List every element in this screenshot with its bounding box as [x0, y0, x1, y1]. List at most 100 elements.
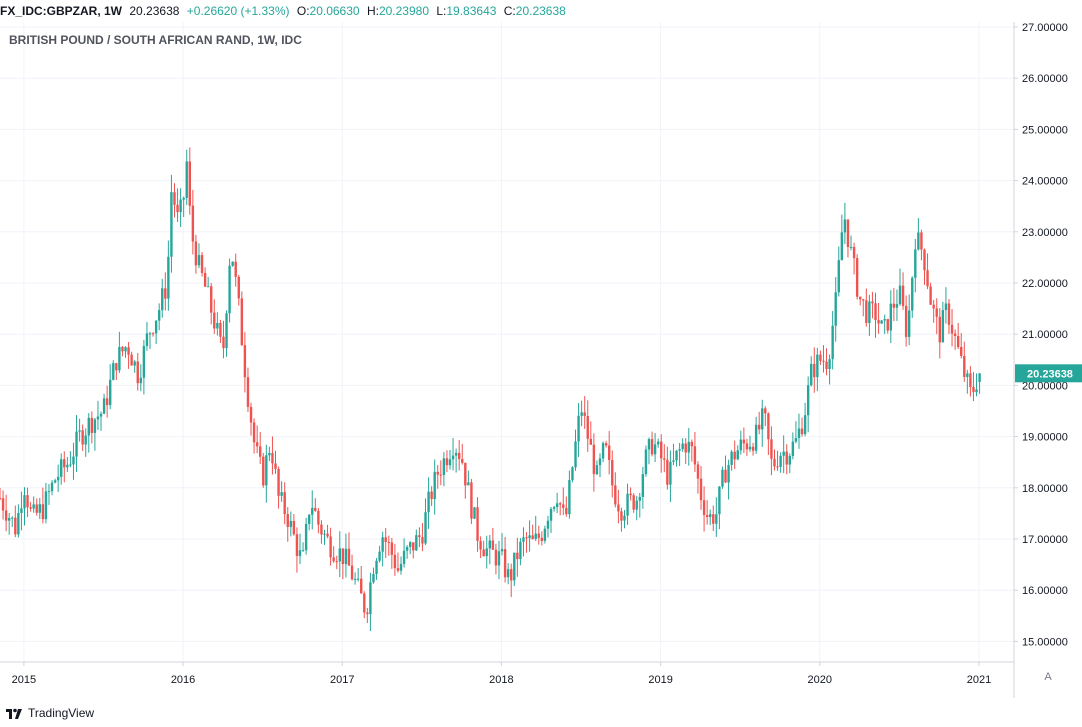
candle-body[interactable] [519, 541, 522, 560]
candles[interactable] [0, 147, 981, 632]
candle-body[interactable] [623, 515, 626, 521]
candle-body[interactable] [761, 408, 764, 430]
candle-body[interactable] [124, 347, 127, 352]
candle-body[interactable] [109, 379, 112, 406]
candle-body[interactable] [733, 451, 736, 460]
candle-body[interactable] [877, 320, 880, 324]
candle-body[interactable] [865, 300, 868, 323]
candle-body[interactable] [363, 593, 366, 613]
candle-body[interactable] [210, 286, 213, 313]
candle-body[interactable] [917, 232, 920, 250]
candle-body[interactable] [130, 354, 133, 366]
candle-body[interactable] [528, 535, 531, 539]
candle-body[interactable] [748, 446, 752, 450]
candle-body[interactable] [206, 286, 210, 288]
candle-body[interactable] [167, 256, 170, 299]
candle-body[interactable] [448, 459, 452, 466]
candle-body[interactable] [782, 451, 785, 456]
candle-body[interactable] [617, 504, 620, 512]
candle-body[interactable] [161, 288, 164, 311]
candle-body[interactable] [415, 535, 418, 551]
candle-body[interactable] [454, 452, 458, 456]
candle-body[interactable] [286, 514, 289, 527]
candle-body[interactable] [914, 249, 917, 278]
candle-body[interactable] [660, 441, 663, 459]
candle-body[interactable] [457, 452, 461, 460]
price-axis[interactable]: 27.00000 26.00000 25.00000 24.00000 23.00000… [1014, 22, 1068, 648]
candle-body[interactable] [773, 458, 776, 467]
candle-body[interactable] [904, 305, 908, 337]
candle-body[interactable] [329, 536, 332, 558]
candle-body[interactable] [537, 533, 540, 538]
candle-body[interactable] [63, 459, 66, 468]
candle-body[interactable] [182, 197, 185, 200]
candle-body[interactable] [20, 508, 23, 514]
candle-body[interactable] [78, 430, 81, 432]
candle-body[interactable] [614, 485, 617, 505]
candle-body[interactable] [14, 517, 17, 535]
candle-body[interactable] [883, 319, 886, 321]
candle-body[interactable] [785, 451, 788, 465]
candle-body[interactable] [228, 265, 231, 314]
candle-body[interactable] [920, 232, 923, 250]
candle-body[interactable] [133, 361, 136, 366]
candle-body[interactable] [629, 493, 632, 496]
candle-body[interactable] [467, 482, 470, 486]
candle-body[interactable] [75, 431, 78, 457]
candle-body[interactable] [656, 441, 660, 445]
candle-body[interactable] [485, 548, 488, 557]
candle-body[interactable] [295, 534, 299, 557]
candle-body[interactable] [693, 446, 697, 465]
candle-body[interactable] [690, 441, 694, 447]
candle-body[interactable] [947, 303, 951, 325]
candle-body[interactable] [907, 310, 911, 337]
candle-body[interactable] [491, 540, 495, 550]
candle-body[interactable] [534, 533, 537, 539]
candle-body[interactable] [93, 419, 97, 433]
candle-body[interactable] [503, 549, 507, 578]
candle-body[interactable] [494, 549, 498, 566]
candle-body[interactable] [87, 417, 90, 436]
candle-body[interactable] [222, 336, 225, 349]
candle-body[interactable] [311, 507, 314, 515]
candle-body[interactable] [81, 430, 84, 445]
candle-body[interactable] [791, 441, 795, 457]
candle-body[interactable] [966, 373, 969, 377]
candle-body[interactable] [170, 192, 173, 257]
candle-body[interactable] [341, 548, 345, 565]
candle-body[interactable] [779, 455, 782, 467]
candle-body[interactable] [234, 261, 237, 277]
candle-body[interactable] [347, 548, 351, 566]
candle-body[interactable] [96, 416, 100, 420]
candle-body[interactable] [265, 455, 268, 486]
candle-body[interactable] [709, 514, 712, 518]
candle-body[interactable] [366, 612, 369, 615]
candle-body[interactable] [950, 324, 954, 334]
candle-body[interactable] [727, 464, 730, 483]
candle-body[interactable] [72, 456, 75, 465]
candle-body[interactable] [525, 537, 528, 539]
candle-body[interactable] [699, 478, 703, 501]
candle-body[interactable] [421, 537, 424, 544]
candle-body[interactable] [268, 452, 271, 456]
candle-body[interactable] [889, 303, 893, 331]
candle-body[interactable] [764, 408, 767, 414]
candle-body[interactable] [387, 541, 390, 543]
candle-body[interactable] [197, 255, 201, 266]
candle-body[interactable] [409, 542, 412, 547]
candle-body[interactable] [650, 439, 654, 455]
candle-body[interactable] [607, 445, 611, 461]
candle-body[interactable] [164, 288, 167, 299]
candle-body[interactable] [975, 389, 978, 393]
candle-body[interactable] [399, 563, 403, 571]
candle-body[interactable] [301, 550, 305, 552]
candle-body[interactable] [926, 270, 929, 287]
candle-body[interactable] [191, 205, 195, 242]
candle-body[interactable] [589, 438, 593, 445]
candle-body[interactable] [923, 249, 926, 271]
candle-body[interactable] [219, 322, 222, 337]
auto-scale-button[interactable]: A [1044, 671, 1052, 683]
candle-body[interactable] [289, 520, 293, 527]
candle-body[interactable] [381, 537, 384, 552]
candle-body[interactable] [412, 542, 415, 551]
